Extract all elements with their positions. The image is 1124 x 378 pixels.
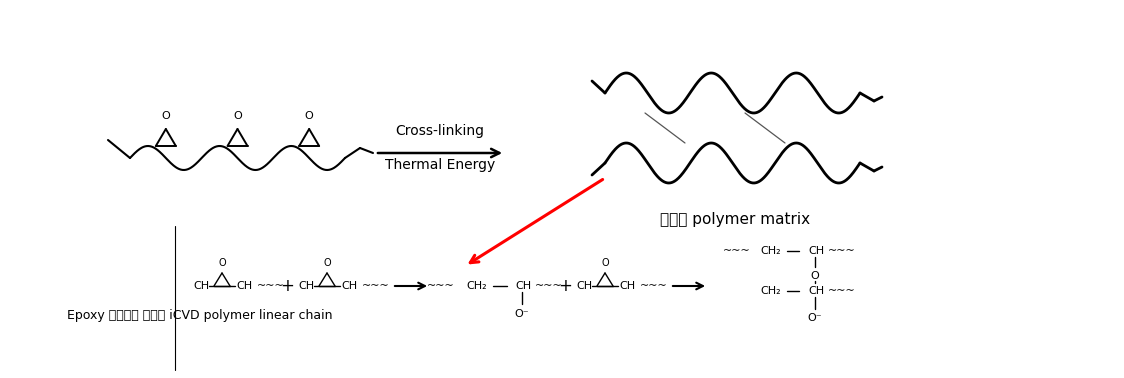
Text: CH: CH [808, 246, 824, 256]
Text: Epoxy 작용기를 가지는 iCVD polymer linear chain: Epoxy 작용기를 가지는 iCVD polymer linear chain [67, 310, 333, 322]
Text: O: O [601, 258, 609, 268]
Text: CH₂: CH₂ [761, 286, 781, 296]
Text: CH: CH [236, 281, 252, 291]
Text: CH₂: CH₂ [466, 281, 488, 291]
Text: CH: CH [619, 281, 635, 291]
Text: O⁻: O⁻ [515, 309, 529, 319]
Text: CH: CH [193, 281, 209, 291]
Text: O: O [305, 111, 314, 121]
Text: O⁻: O⁻ [808, 313, 823, 323]
Text: +: + [558, 277, 572, 295]
Text: CH₂: CH₂ [761, 246, 781, 256]
Text: ~~~: ~~~ [723, 246, 751, 256]
Text: 가교된 polymer matrix: 가교된 polymer matrix [660, 212, 810, 228]
Text: O: O [162, 111, 170, 121]
Text: ~~~: ~~~ [427, 281, 455, 291]
Text: O: O [324, 258, 330, 268]
Text: O: O [810, 271, 819, 281]
Text: ~~~: ~~~ [257, 281, 284, 291]
Text: ~~~: ~~~ [828, 246, 855, 256]
Text: ~~~: ~~~ [828, 286, 855, 296]
Text: CH: CH [515, 281, 532, 291]
Text: ~~~: ~~~ [535, 281, 563, 291]
Text: CH: CH [341, 281, 357, 291]
Text: ~~~: ~~~ [640, 281, 668, 291]
Text: CH: CH [298, 281, 314, 291]
Text: O: O [233, 111, 242, 121]
Text: O: O [218, 258, 226, 268]
Text: CH: CH [808, 286, 824, 296]
Text: Cross-linking: Cross-linking [396, 124, 484, 138]
Text: ~~~: ~~~ [362, 281, 390, 291]
Text: +: + [280, 277, 294, 295]
Text: CH: CH [575, 281, 592, 291]
Text: Thermal Energy: Thermal Energy [384, 158, 496, 172]
